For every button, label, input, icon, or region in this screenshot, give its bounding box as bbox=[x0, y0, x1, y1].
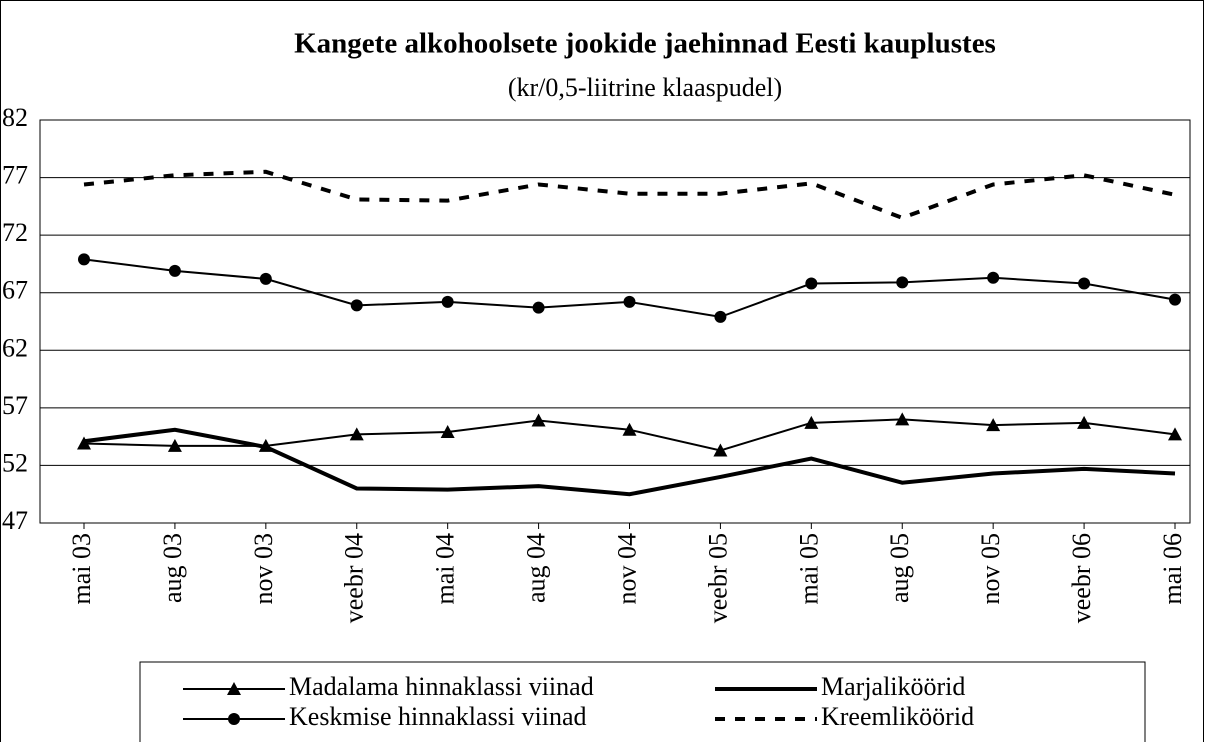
point bbox=[805, 277, 818, 290]
y-tick-label: 47 bbox=[2, 506, 28, 535]
x-tick-label: nov 05 bbox=[976, 533, 1005, 605]
legend-label: Madalama hinnaklassi viinad bbox=[289, 672, 594, 701]
point bbox=[1168, 427, 1182, 441]
series-line bbox=[83, 427, 1176, 497]
legend-label: Keskmise hinnaklassi viinad bbox=[289, 702, 587, 731]
point bbox=[1078, 277, 1091, 290]
point bbox=[228, 713, 240, 725]
point bbox=[441, 295, 454, 308]
point bbox=[987, 271, 1000, 284]
x-tick-label: aug 03 bbox=[158, 533, 187, 603]
point bbox=[623, 295, 636, 308]
point bbox=[78, 253, 90, 266]
y-tick-label: 62 bbox=[2, 333, 28, 362]
legend-label: Kreemliköörid bbox=[821, 702, 974, 731]
x-tick-label: mai 03 bbox=[67, 533, 96, 605]
point bbox=[531, 413, 546, 427]
point bbox=[1169, 293, 1181, 306]
x-tick-label: mai 06 bbox=[1158, 533, 1187, 605]
chart-subtitle: (kr/0,5-liitrine klaaspudel) bbox=[508, 73, 782, 102]
y-tick-label: 82 bbox=[2, 103, 28, 132]
x-tick-label: aug 05 bbox=[885, 533, 914, 603]
point bbox=[77, 436, 91, 450]
y-tick-label: 52 bbox=[2, 448, 28, 477]
x-tick-label: mai 05 bbox=[794, 533, 823, 605]
point bbox=[259, 272, 272, 285]
y-tick-label: 77 bbox=[2, 161, 28, 190]
point bbox=[350, 299, 363, 312]
chart-title: Kangete alkohoolsete jookide jaehinnad E… bbox=[294, 28, 996, 60]
point bbox=[440, 425, 455, 439]
point bbox=[714, 310, 727, 323]
point bbox=[168, 264, 181, 277]
point bbox=[1077, 415, 1092, 429]
point bbox=[896, 276, 909, 289]
point bbox=[713, 443, 728, 457]
y-tick-label: 67 bbox=[2, 276, 28, 305]
point bbox=[532, 301, 545, 314]
x-tick-label: aug 04 bbox=[522, 533, 551, 603]
x-tick-label: nov 03 bbox=[249, 533, 278, 605]
point bbox=[986, 418, 1001, 432]
point bbox=[167, 438, 182, 452]
y-tick-label: 57 bbox=[2, 391, 28, 420]
series-line bbox=[83, 169, 1176, 221]
x-tick-label: veebr 04 bbox=[340, 533, 369, 623]
point bbox=[804, 415, 819, 429]
legend-box bbox=[139, 661, 1146, 742]
x-tick-label: nov 04 bbox=[612, 533, 641, 605]
point bbox=[349, 427, 364, 441]
point bbox=[895, 412, 910, 426]
x-tick-label: mai 04 bbox=[431, 533, 460, 605]
y-tick-label: 72 bbox=[2, 218, 28, 247]
legend-label: Marjaliköörid bbox=[821, 672, 965, 701]
point bbox=[622, 422, 637, 436]
x-tick-label: veebr 05 bbox=[703, 533, 732, 623]
point bbox=[227, 682, 241, 695]
x-tick-label: veebr 06 bbox=[1067, 533, 1096, 623]
